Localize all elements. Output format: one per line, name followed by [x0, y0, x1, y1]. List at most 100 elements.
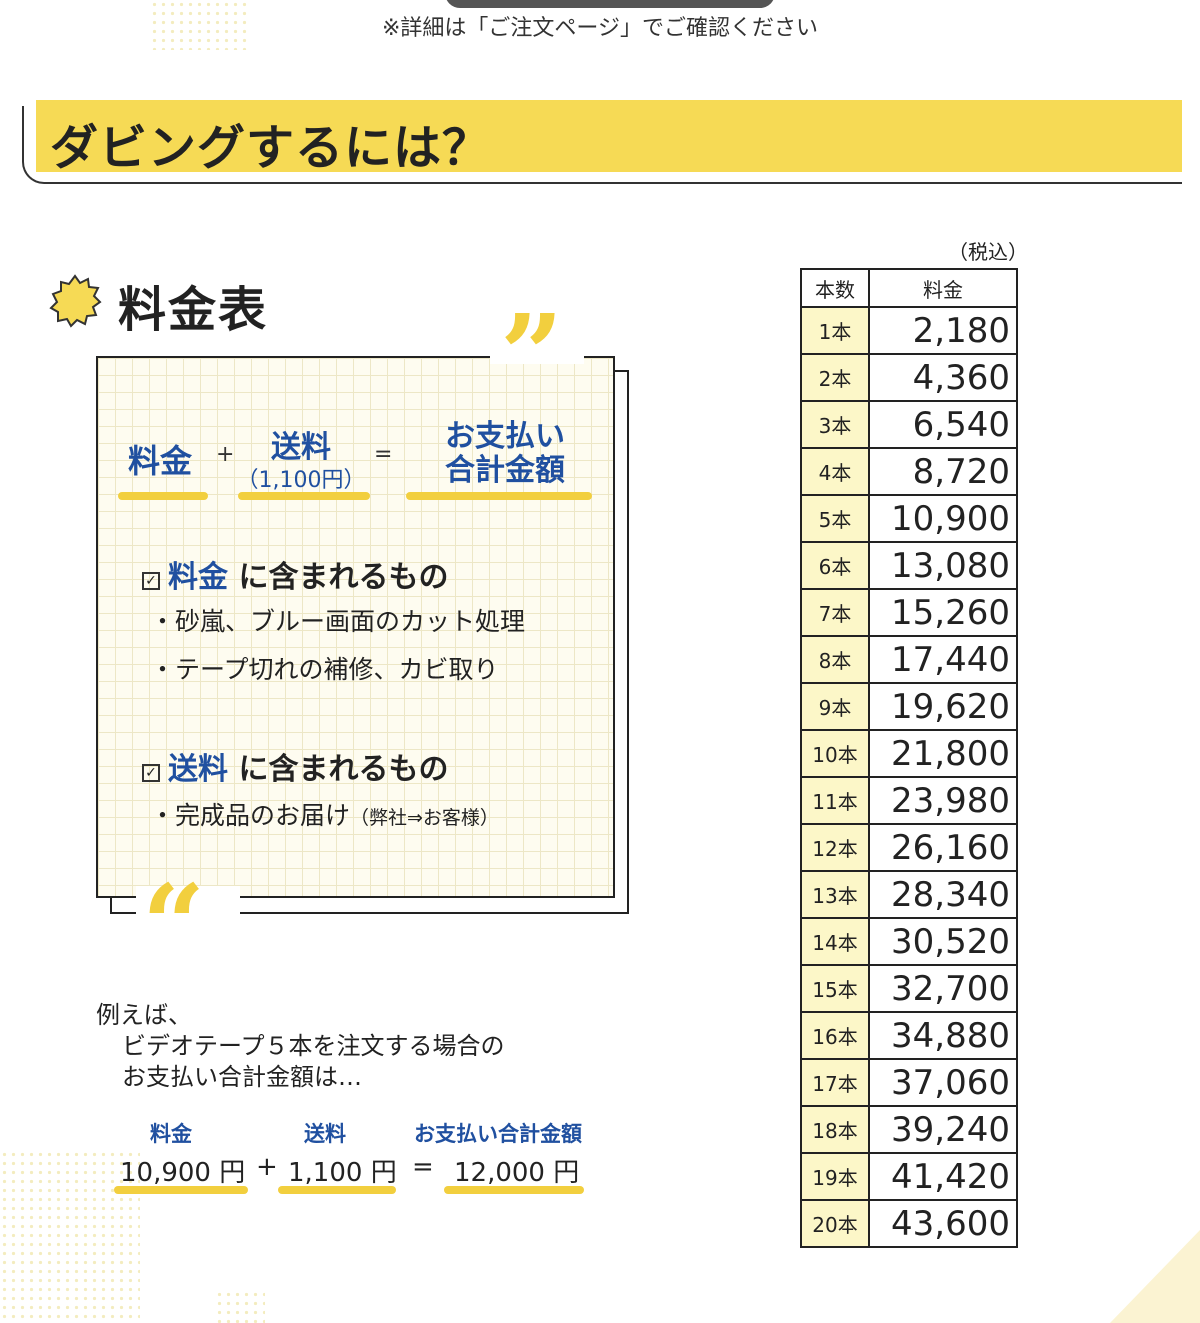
fee-include-item-1: ・砂嵐、ブルー画面のカット処理 [150, 607, 526, 636]
price-table: 本数 料金 1本 2,180 2本 4,360 3本 6,540 4本 8,720 5本 10,9… [800, 268, 1018, 1248]
fee-includes-keyword: 料金 [168, 560, 228, 595]
shipping-include-note: （弊社⇒お客様） [350, 807, 499, 829]
sun-icon [49, 274, 102, 328]
row-price: 15,260 [868, 588, 1018, 637]
formula-total-underline [406, 492, 592, 500]
formula-plus: + [216, 442, 235, 467]
example-total-label: お支払い合計金額 [414, 1122, 582, 1146]
formula-shipping-amount: （1,100円） [236, 468, 366, 493]
row-count: 18本 [800, 1105, 870, 1154]
checkbox-icon: ✓ [142, 572, 160, 590]
formula-shipping-underline [238, 492, 370, 500]
row-count: 11本 [800, 776, 870, 825]
row-price: 28,340 [868, 870, 1018, 919]
row-price: 13,080 [868, 541, 1018, 590]
shipping-includes-heading: ✓ 送料 に含まれるもの [142, 744, 448, 788]
close-quote-icon: ” [500, 290, 564, 419]
example-shipping-underline [278, 1186, 396, 1194]
formula-equals: = [374, 442, 393, 467]
example-plus: + [256, 1152, 278, 1182]
row-price: 34,880 [868, 1011, 1018, 1060]
tax-included-note: （税込） [948, 240, 1028, 264]
formula-total-line2: 合計金額 [445, 453, 565, 488]
row-count: 14本 [800, 917, 870, 966]
formula-total-line1: お支払い [445, 419, 565, 454]
shipping-includes-suffix: に含まれるもの [238, 752, 449, 787]
row-count: 13本 [800, 870, 870, 919]
table-row: 12本 26,160 [800, 823, 1018, 872]
example-line-1: 例えば、 [96, 1001, 192, 1029]
formula-shipping: 送料 [271, 430, 331, 465]
table-row: 15本 32,700 [800, 964, 1018, 1013]
row-price: 43,600 [868, 1199, 1018, 1248]
row-price: 10,900 [868, 494, 1018, 543]
dot-pattern-bottom-left [0, 1150, 140, 1323]
example-line-3: お支払い合計金額は… [122, 1063, 362, 1091]
table-row: 4本 8,720 [800, 447, 1018, 496]
formula-fee-underline [118, 492, 208, 500]
table-row: 6本 13,080 [800, 541, 1018, 590]
shipping-include-item-text: ・完成品のお届け [150, 801, 351, 830]
table-row: 8本 17,440 [800, 635, 1018, 684]
example-shipping-label: 送料 [304, 1122, 346, 1146]
row-price: 39,240 [868, 1105, 1018, 1154]
row-price: 32,700 [868, 964, 1018, 1013]
table-row: 3本 6,540 [800, 400, 1018, 449]
row-count: 17本 [800, 1058, 870, 1107]
row-price: 4,360 [868, 353, 1018, 402]
row-count: 7本 [800, 588, 870, 637]
table-row: 11本 23,980 [800, 776, 1018, 825]
row-count: 16本 [800, 1011, 870, 1060]
row-count: 1本 [800, 306, 870, 355]
open-quote-icon: “ [142, 860, 206, 989]
row-count: 20本 [800, 1199, 870, 1248]
row-price: 17,440 [868, 635, 1018, 684]
dot-pattern-bottom-mid [215, 1290, 265, 1323]
row-price: 30,520 [868, 917, 1018, 966]
table-row: 13本 28,340 [800, 870, 1018, 919]
row-count: 10本 [800, 729, 870, 778]
example-shipping-value: 1,100 円 [288, 1158, 397, 1188]
shipping-includes-keyword: 送料 [168, 752, 228, 787]
banner-title: ダビングするには？ [50, 120, 492, 176]
table-row: 20本 43,600 [800, 1199, 1018, 1248]
card-top-gap [490, 350, 584, 364]
section-banner [36, 100, 1182, 172]
row-count: 19本 [800, 1152, 870, 1201]
example-total-underline [444, 1186, 584, 1194]
example-fee-value: 10,900 円 [120, 1158, 246, 1188]
fee-include-item-2: ・テープ切れの補修、カビ取り [150, 655, 499, 684]
row-price: 2,180 [868, 306, 1018, 355]
example-total-value: 12,000 円 [454, 1158, 580, 1188]
row-price: 37,060 [868, 1058, 1018, 1107]
fee-formula-card [96, 356, 615, 898]
example-line-2: ビデオテープ５本を注文する場合の [122, 1032, 505, 1060]
table-row: 5本 10,900 [800, 494, 1018, 543]
section-title: 料金表 [118, 282, 269, 338]
header-price: 料金 [868, 268, 1018, 308]
table-row: 18本 39,240 [800, 1105, 1018, 1154]
shipping-include-item-1: ・完成品のお届け（弊社⇒お客様） [150, 796, 499, 832]
card-bottom-gap [136, 886, 240, 916]
row-price: 23,980 [868, 776, 1018, 825]
fee-includes-heading: ✓ 料金 に含まれるもの [142, 552, 448, 596]
row-count: 15本 [800, 964, 870, 1013]
top-pill-decoration [445, 0, 775, 8]
row-price: 19,620 [868, 682, 1018, 731]
table-row: 9本 19,620 [800, 682, 1018, 731]
example-fee-underline [114, 1186, 248, 1194]
example-equals: = [412, 1152, 434, 1182]
row-price: 41,420 [868, 1152, 1018, 1201]
row-count: 4本 [800, 447, 870, 496]
corner-decoration [1110, 1230, 1200, 1323]
table-row: 14本 30,520 [800, 917, 1018, 966]
table-row: 16本 34,880 [800, 1011, 1018, 1060]
notice-text: ※詳細は「ご注文ページ」でご確認ください [382, 16, 818, 41]
table-row: 1本 2,180 [800, 306, 1018, 355]
price-table-body: 1本 2,180 2本 4,360 3本 6,540 4本 8,720 5本 10,900 6本 13… [800, 306, 1018, 1248]
row-count: 5本 [800, 494, 870, 543]
table-row: 10本 21,800 [800, 729, 1018, 778]
dot-pattern-top-left [150, 0, 250, 50]
row-count: 3本 [800, 400, 870, 449]
row-price: 26,160 [868, 823, 1018, 872]
